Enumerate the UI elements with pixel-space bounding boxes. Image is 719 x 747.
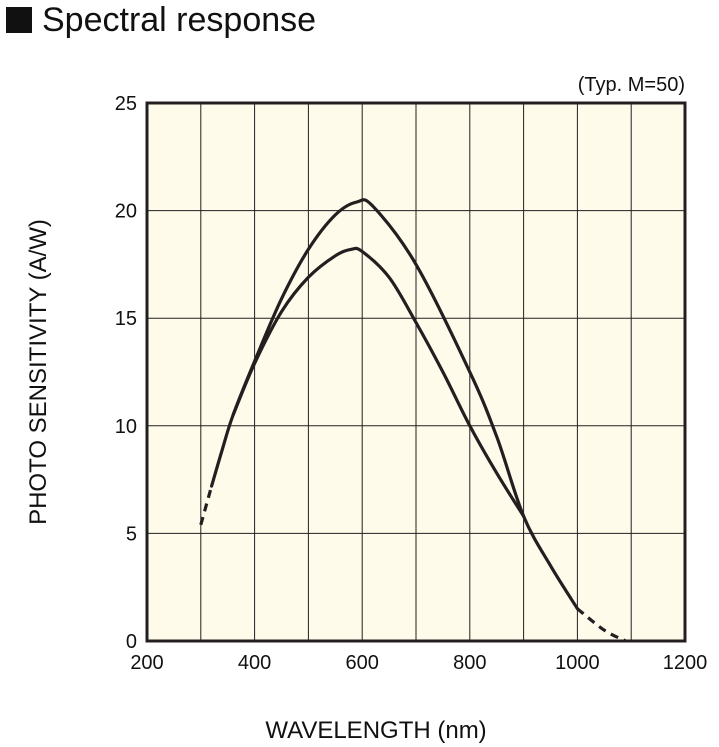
plot-frame [145, 101, 687, 643]
series-line-2 [231, 246, 526, 518]
chart-note: (Typ. M=50) [578, 74, 685, 96]
x-tick-label: 600 [346, 652, 379, 674]
y-tick-label: 25 [115, 93, 137, 115]
x-tick-label: 200 [130, 652, 163, 674]
title-bullet-square-icon [6, 7, 32, 33]
y-axis-label: PHOTO SENSITIVITY (A/W) [25, 219, 52, 525]
x-tick-label: 800 [453, 652, 486, 674]
x-tick-labels: 200 400 600 800 1000 1200 [130, 652, 707, 674]
y-tick-label: 20 [115, 201, 137, 223]
grid-lines [147, 103, 685, 641]
y-tick-label: 5 [126, 523, 137, 545]
y-tick-label: 15 [115, 308, 137, 330]
y-tick-labels: 0 5 10 15 20 25 [115, 93, 137, 653]
x-tick-label: 400 [238, 652, 271, 674]
series-curves [199, 198, 627, 643]
x-axis-label: WAVELENGTH (nm) [265, 717, 486, 744]
x-tick-label: 1200 [663, 652, 708, 674]
x-tick-label: 1000 [555, 652, 600, 674]
y-tick-label: 10 [115, 416, 137, 438]
chart-title: Spectral response [42, 0, 317, 39]
y-tick-label: 0 [126, 631, 137, 653]
series-dashed-end-1 [576, 607, 627, 643]
series-dashed-start-1 [199, 485, 214, 526]
chart-title-row: Spectral response [6, 0, 316, 40]
